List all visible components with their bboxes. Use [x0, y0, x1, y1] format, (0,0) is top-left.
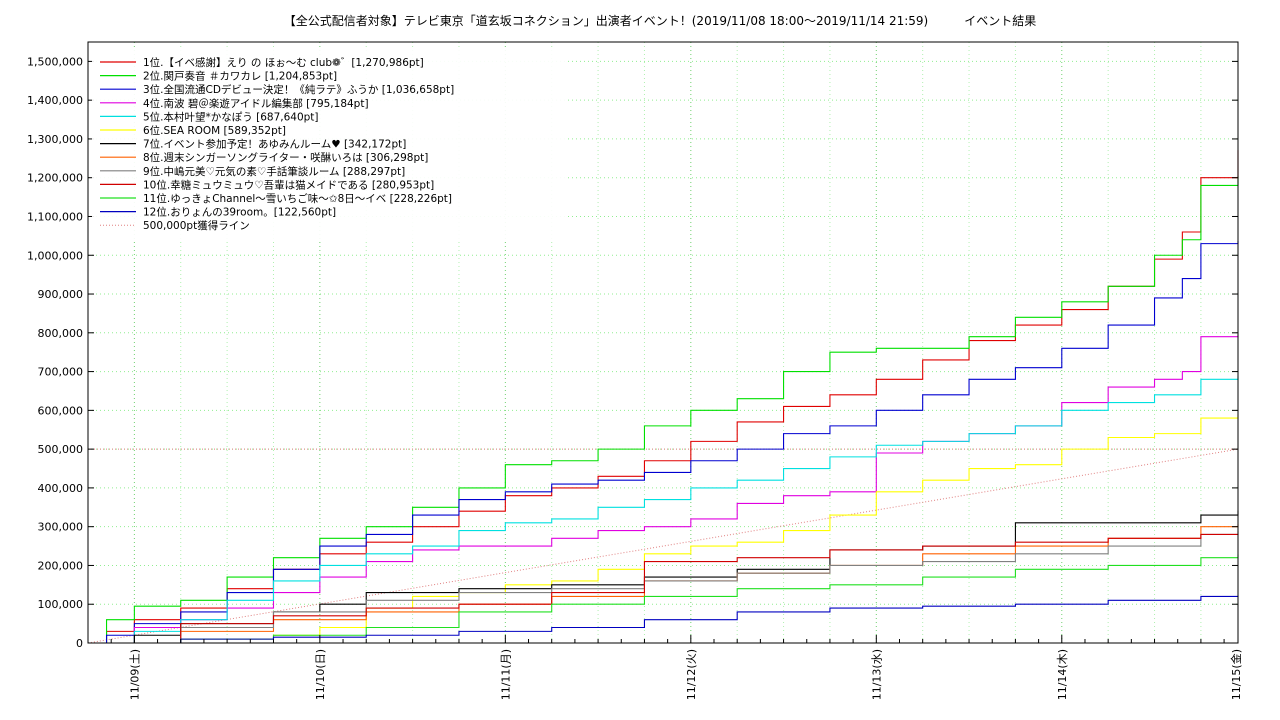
series-line-5 [88, 376, 1239, 644]
y-tick-label: 600,000 [38, 404, 84, 417]
y-tick-label: 0 [76, 637, 83, 650]
legend-entry: 2位.関戸奏音 ＃カワカレ [1,204,853pt] [143, 70, 337, 83]
legend-entry: 6位.SEA ROOM [589,352pt] [143, 124, 286, 137]
legend-entry: 1位.【イベ感謝】えり の ほぉ～む club❁゛[1,270,986pt] [143, 56, 424, 69]
y-axis: 0 100,000 200,000 300,000 400,000 500,000 600,… [27, 55, 1238, 650]
y-tick-label: 1,200,000 [27, 172, 83, 185]
x-tick-label: 11/15(金) [1229, 649, 1243, 700]
legend-entry: 11位.ゆっきょChannel～雪いちご味～✩8日～イベ [228,226pt] [143, 192, 452, 205]
series-line-2 [88, 175, 1239, 644]
legend-entry: 7位.イベント参加予定！あゆみんルーム♥ [342,172pt] [143, 138, 406, 151]
chart-title: 【全公式配信者対象】テレビ東京「道玄坂コネクション」出演者イベント！(2019/… [284, 13, 1037, 28]
legend-entry: 3位.全国流通CDデビュー決定！《純ラテ》ふうか [1,036,658pt] [143, 83, 454, 96]
x-tick-label: 11/11(月) [499, 649, 512, 700]
legend-entry: 4位.南波 碧＠楽遊アイドル編集部 [795,184pt] [143, 97, 369, 110]
series-line-9 [88, 531, 1239, 644]
legend-entry: 9位.中嶋元美♡元気の素♡手話筆談ルーム [288,297pt] [143, 165, 405, 178]
legend-background [92, 50, 567, 240]
y-tick-label: 700,000 [38, 366, 84, 379]
x-tick-label: 11/09(土) [128, 649, 141, 700]
legend-entry: 5位.本村叶望*かなぽう [687,640pt] [143, 110, 319, 123]
x-tick-label: 11/10(日) [314, 649, 327, 700]
series-line-12 [88, 595, 1239, 644]
y-tick-label: 1,400,000 [27, 94, 83, 107]
legend-entry: 8位.週末シンガーソングライター・咲醂いろは [306,298pt] [143, 151, 428, 164]
y-tick-label: 800,000 [38, 327, 84, 340]
legend-entry: 12位.おりょんの39room。[122,560pt] [143, 206, 336, 219]
x-tick-label: 11/13(水) [870, 649, 883, 700]
legend-entry: 10位.幸糖ミュウミュウ♡吾輩は猫メイドである [280,953pt] [143, 178, 434, 191]
y-tick-label: 200,000 [38, 559, 84, 572]
y-tick-label: 1,000,000 [27, 249, 83, 262]
y-tick-label: 300,000 [38, 521, 84, 534]
series-lines [88, 150, 1239, 644]
series-line-10 [88, 533, 1239, 644]
series-line-11 [88, 554, 1239, 644]
series-line-4 [88, 334, 1239, 644]
y-tick-label: 1,300,000 [27, 133, 83, 146]
legend-entry: 500,000pt獲得ライン [143, 219, 250, 232]
plot-frame [87, 41, 1239, 644]
x-tick-label: 11/12(火) [685, 649, 698, 700]
legend: 1位.【イベ感謝】えり の ほぉ～む club❁゛[1,270,986pt]2位… [92, 50, 567, 240]
x-axis: 11/09(土) 11/10(日) 11/11(月) 11/12(火) 11/13(水)… [87, 635, 1243, 700]
y-tick-label: 1,500,000 [27, 55, 83, 68]
y-tick-label: 100,000 [38, 598, 84, 611]
y-tick-label: 900,000 [38, 288, 84, 301]
x-tick-label: 11/14(木) [1056, 649, 1069, 700]
y-tick-label: 500,000 [38, 443, 84, 456]
y-tick-label: 400,000 [38, 482, 84, 495]
y-tick-label: 1,100,000 [27, 210, 83, 223]
